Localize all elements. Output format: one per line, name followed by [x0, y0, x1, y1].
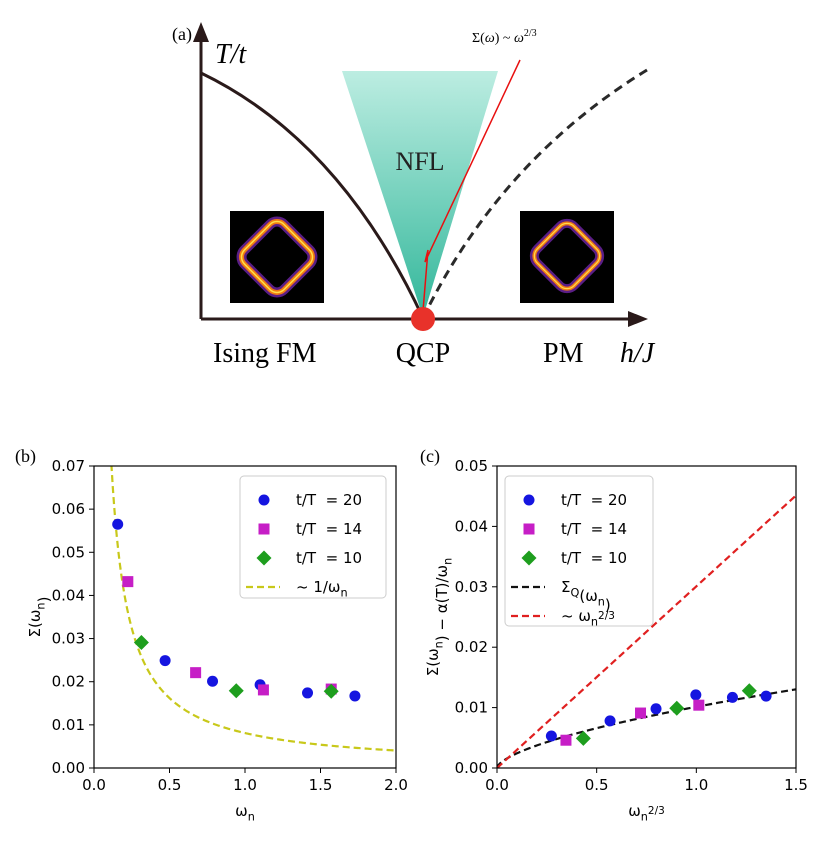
y-tick-label: 0.01: [52, 716, 85, 734]
y-axis-label: T/t: [215, 39, 247, 70]
data-point: [726, 691, 738, 703]
x-tick-label: 1.5: [784, 776, 808, 794]
chart-c: (c) 0.0 0.5 1.0 1.5 0.00 0.01 0.02 0.03 0.04 0.05…: [420, 446, 808, 824]
data-point: [560, 734, 572, 746]
legend-label: t/T = 10: [296, 549, 362, 567]
data-point: [112, 518, 124, 530]
y-tick-label: 0.05: [52, 543, 85, 561]
y-tick-label: 0.03: [455, 578, 488, 596]
legend-label: t/T = 20: [296, 491, 362, 509]
y-tick-label: 0.00: [52, 759, 85, 777]
y-tick-label: 0.05: [455, 457, 488, 475]
panel-a-label: (a): [172, 24, 192, 45]
panel-b-label: (b): [15, 446, 36, 467]
y-axis-label: Σ(ωn): [26, 597, 53, 638]
legend-marker: [523, 494, 535, 506]
x-tick-label: 1.5: [309, 776, 333, 794]
data-point: [650, 703, 662, 715]
data-point: [690, 689, 702, 701]
fit-curve-4: [497, 494, 796, 768]
x-tick-label: 1.0: [684, 776, 708, 794]
legend-label: t/T = 20: [561, 491, 627, 509]
plot-frame: [496, 465, 797, 769]
phase-left-label: Ising FM: [213, 338, 317, 369]
data-point: [669, 700, 685, 716]
fit-curve-3: [110, 466, 396, 752]
phase-right-label: PM: [543, 338, 584, 369]
data-point: [693, 699, 705, 711]
x-axis-label: ωn2/3​: [628, 802, 665, 824]
plot-frame: [93, 465, 397, 769]
data-point: [302, 687, 314, 699]
y-tick-label: 0.02: [455, 638, 488, 656]
legend-marker: [258, 523, 270, 535]
data-point: [604, 715, 616, 727]
data-point: [741, 683, 757, 699]
data-point: [133, 634, 149, 650]
data-point: [159, 655, 171, 667]
data-point: [323, 683, 339, 699]
data-point: [575, 730, 591, 746]
data-point: [349, 690, 361, 702]
nfl-label: NFL: [395, 147, 444, 176]
legend-marker: [256, 550, 272, 566]
chart-b: (b) 0.0 0.5 1.0 1.5 2.0 0.00 0.01 0.02 0.03 0.04 0…: [15, 446, 408, 824]
data-point: [207, 675, 219, 687]
x-axis-arrow-icon: [628, 311, 648, 327]
y-tick-label: 0.03: [52, 630, 85, 648]
legend-marker: [521, 550, 537, 566]
y-tick-label: 0.06: [52, 500, 85, 518]
qcp-dot: [411, 307, 435, 331]
fit-curve-3: [497, 688, 796, 768]
y-axis-label: Σ(ωn) − α(T)/ωn​: [424, 558, 455, 677]
data-point: [122, 576, 134, 588]
y-tick-label: 0.01: [455, 699, 488, 717]
data-point: [545, 730, 557, 742]
data-point: [257, 684, 269, 696]
x-tick-label: 0.0: [82, 776, 106, 794]
self-energy-pointer: [422, 59, 521, 312]
legend: t/T = 20 t/T = 14 t/T = 10 ΣQ(ωn)~ ωn2/3​: [504, 475, 654, 629]
fermi-surface-left-inset: [230, 211, 324, 303]
legend-label: t/T = 14: [296, 520, 362, 538]
legend-label: t/T = 14: [561, 520, 627, 538]
x-tick-label: 0.0: [485, 776, 509, 794]
fermi-surface-right-inset: [520, 211, 614, 303]
phase-center-label: QCP: [396, 338, 450, 369]
legend: t/T = 20 t/T = 14 t/T = 10 ~ 1/ωn​: [239, 475, 387, 600]
legend-label: ~ ωn2/3​: [561, 607, 615, 629]
legend-label: ~ 1/ωn​: [296, 578, 348, 600]
x-axis-label: h/J: [620, 338, 656, 369]
fm-phase-boundary: [200, 71, 425, 319]
y-tick-label: 0.04: [52, 586, 85, 604]
y-tick-label: 0.02: [52, 673, 85, 691]
legend-label: ΣQ(ωn): [561, 578, 611, 614]
self-energy-annotation: Σ(ω) ~ ω2/3: [472, 28, 537, 46]
y-tick-label: 0.04: [455, 517, 488, 535]
y-axis-arrow-icon: [193, 22, 209, 42]
legend-label: t/T = 10: [561, 549, 627, 567]
x-tick-label: 0.5: [158, 776, 182, 794]
crossover-line: [421, 68, 648, 319]
nfl-region: [342, 71, 498, 317]
phase-diagram: (a) NFL T/t h/J Σ(ω) ~ ω2/3: [172, 22, 656, 369]
x-axis-label: ωn​: [235, 802, 255, 824]
data-point: [190, 667, 202, 679]
data-point: [635, 707, 647, 719]
legend-marker: [258, 494, 270, 506]
x-tick-label: 2.0: [384, 776, 408, 794]
data-point: [760, 690, 772, 702]
panel-c-label: (c): [420, 446, 440, 467]
x-tick-label: 1.0: [233, 776, 257, 794]
legend-marker: [523, 523, 535, 535]
x-tick-label: 0.5: [585, 776, 609, 794]
y-tick-label: 0.07: [52, 457, 85, 475]
data-point: [228, 683, 244, 699]
y-tick-label: 0.00: [455, 759, 488, 777]
